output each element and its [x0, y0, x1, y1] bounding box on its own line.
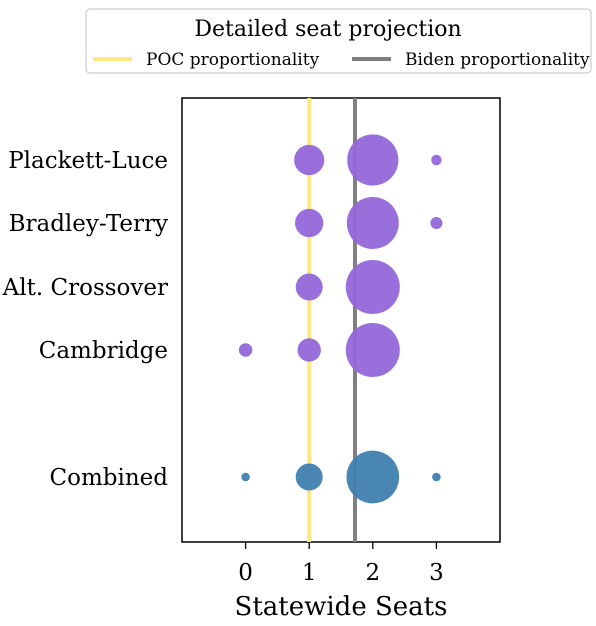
category-label: Plackett-Luce: [8, 148, 168, 174]
x-axis-ticks: 0 1 2 3: [238, 542, 444, 586]
x-tick-label: 0: [238, 560, 253, 586]
legend-label-biden: Biden proportionality: [405, 50, 590, 70]
bubble-bradley-terry-3: [430, 216, 443, 230]
plot-area: [181, 97, 501, 543]
x-tick-label: 3: [429, 560, 444, 586]
category-label: Bradley-Terry: [9, 211, 168, 237]
legend-title: Detailed seat projection: [194, 17, 461, 42]
bubble-combined-1: [295, 463, 323, 491]
bubble-cambridge-1: [297, 338, 321, 362]
bubble-plackett-luce-2: [347, 134, 399, 186]
category-label: Combined: [50, 465, 169, 491]
category-labels: Plackett-Luce Bradley-Terry Alt. Crossover…: [2, 148, 169, 491]
bubble-combined-0: [241, 472, 250, 482]
x-tick-label: 1: [302, 560, 317, 586]
legend: Detailed seat projection POC proportiona…: [85, 8, 592, 74]
x-axis-label: Statewide Seats: [235, 592, 448, 622]
bubble-plackett-luce-3: [431, 154, 442, 166]
bubble-cambridge-0: [238, 343, 253, 357]
bubble-bradley-terry-2: [346, 197, 399, 249]
category-label: Alt. Crossover: [2, 275, 168, 301]
x-tick-label: 2: [365, 560, 380, 586]
bubble-alt-crossover-1: [295, 273, 323, 301]
bubbles: [238, 134, 443, 504]
legend-frame: [85, 8, 592, 74]
bubble-plackett-luce-1: [294, 144, 325, 176]
legend-label-poc: POC proportionality: [146, 50, 320, 70]
bubble-bradley-terry-1: [295, 208, 324, 238]
bubble-alt-crossover-2: [345, 260, 400, 314]
category-label: Cambridge: [39, 338, 168, 364]
bubble-combined-3: [432, 472, 441, 482]
bubble-cambridge-2: [345, 323, 400, 377]
bubble-combined-2: [346, 450, 400, 504]
